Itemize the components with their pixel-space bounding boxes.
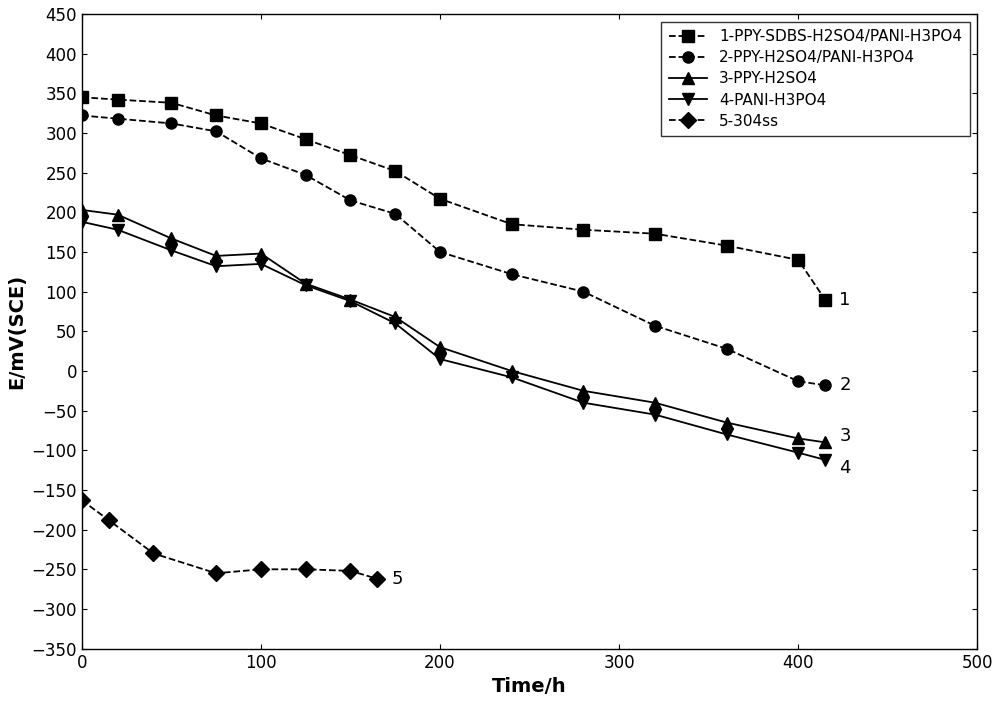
1-PPY-SDBS-H2SO4/PANI-H3PO4: [792, 256, 804, 264]
2-PPY-H2SO4/PANI-H3PO4: [577, 288, 589, 296]
Text: 5: 5: [392, 570, 403, 588]
Line: 5-304ss: 5-304ss: [76, 495, 383, 584]
4-PANI-H3PO4: [434, 355, 446, 363]
2-PPY-H2SO4/PANI-H3PO4: [792, 377, 804, 385]
1-PPY-SDBS-H2SO4/PANI-H3PO4: [434, 195, 446, 203]
4-PANI-H3PO4: [255, 259, 267, 268]
2-PPY-H2SO4/PANI-H3PO4: [300, 171, 312, 179]
3-PPY-H2SO4: [577, 387, 589, 395]
4-PANI-H3PO4: [76, 218, 88, 226]
3-PPY-H2SO4: [721, 418, 733, 427]
1-PPY-SDBS-H2SO4/PANI-H3PO4: [165, 98, 177, 107]
2-PPY-H2SO4/PANI-H3PO4: [165, 120, 177, 128]
1-PPY-SDBS-H2SO4/PANI-H3PO4: [506, 220, 518, 228]
1-PPY-SDBS-H2SO4/PANI-H3PO4: [721, 241, 733, 250]
3-PPY-H2SO4: [344, 295, 356, 304]
1-PPY-SDBS-H2SO4/PANI-H3PO4: [577, 226, 589, 234]
3-PPY-H2SO4: [255, 250, 267, 258]
Text: 2: 2: [839, 376, 851, 394]
3-PPY-H2SO4: [389, 313, 401, 321]
2-PPY-H2SO4/PANI-H3PO4: [112, 115, 124, 123]
1-PPY-SDBS-H2SO4/PANI-H3PO4: [210, 111, 222, 120]
4-PANI-H3PO4: [577, 399, 589, 407]
Text: 1: 1: [839, 290, 851, 309]
4-PANI-H3PO4: [300, 281, 312, 290]
4-PANI-H3PO4: [721, 430, 733, 439]
1-PPY-SDBS-H2SO4/PANI-H3PO4: [389, 167, 401, 175]
Text: 3: 3: [839, 427, 851, 445]
4-PANI-H3PO4: [165, 246, 177, 254]
5-304ss: [147, 549, 159, 557]
3-PPY-H2SO4: [76, 206, 88, 214]
1-PPY-SDBS-H2SO4/PANI-H3PO4: [300, 135, 312, 143]
Line: 1-PPY-SDBS-H2SO4/PANI-H3PO4: 1-PPY-SDBS-H2SO4/PANI-H3PO4: [76, 91, 831, 305]
1-PPY-SDBS-H2SO4/PANI-H3PO4: [112, 96, 124, 104]
5-304ss: [300, 565, 312, 574]
3-PPY-H2SO4: [649, 399, 661, 407]
1-PPY-SDBS-H2SO4/PANI-H3PO4: [344, 151, 356, 160]
2-PPY-H2SO4/PANI-H3PO4: [721, 344, 733, 353]
3-PPY-H2SO4: [165, 234, 177, 243]
5-304ss: [103, 516, 115, 524]
2-PPY-H2SO4/PANI-H3PO4: [344, 196, 356, 205]
3-PPY-H2SO4: [210, 252, 222, 260]
1-PPY-SDBS-H2SO4/PANI-H3PO4: [255, 120, 267, 128]
5-304ss: [210, 569, 222, 577]
5-304ss: [371, 574, 383, 583]
4-PANI-H3PO4: [389, 319, 401, 328]
2-PPY-H2SO4/PANI-H3PO4: [649, 321, 661, 330]
2-PPY-H2SO4/PANI-H3PO4: [389, 209, 401, 218]
1-PPY-SDBS-H2SO4/PANI-H3PO4: [649, 229, 661, 238]
1-PPY-SDBS-H2SO4/PANI-H3PO4: [76, 93, 88, 101]
2-PPY-H2SO4/PANI-H3PO4: [506, 270, 518, 278]
4-PANI-H3PO4: [792, 449, 804, 457]
2-PPY-H2SO4/PANI-H3PO4: [434, 247, 446, 256]
Legend: 1-PPY-SDBS-H2SO4/PANI-H3PO4, 2-PPY-H2SO4/PANI-H3PO4, 3-PPY-H2SO4, 4-PANI-H3PO4, : 1-PPY-SDBS-H2SO4/PANI-H3PO4, 2-PPY-H2SO4…: [661, 22, 970, 136]
3-PPY-H2SO4: [300, 280, 312, 288]
3-PPY-H2SO4: [819, 438, 831, 446]
Text: 4: 4: [839, 459, 851, 477]
4-PANI-H3PO4: [344, 297, 356, 305]
3-PPY-H2SO4: [112, 210, 124, 219]
X-axis label: Time/h: Time/h: [492, 677, 567, 696]
Line: 3-PPY-H2SO4: 3-PPY-H2SO4: [76, 205, 831, 448]
Line: 4-PANI-H3PO4: 4-PANI-H3PO4: [76, 217, 831, 465]
Y-axis label: E/mV(SCE): E/mV(SCE): [7, 273, 26, 389]
4-PANI-H3PO4: [112, 226, 124, 234]
3-PPY-H2SO4: [434, 343, 446, 352]
3-PPY-H2SO4: [506, 367, 518, 375]
2-PPY-H2SO4/PANI-H3PO4: [255, 154, 267, 162]
1-PPY-SDBS-H2SO4/PANI-H3PO4: [819, 295, 831, 304]
4-PANI-H3PO4: [506, 373, 518, 382]
4-PANI-H3PO4: [649, 411, 661, 419]
3-PPY-H2SO4: [792, 434, 804, 443]
2-PPY-H2SO4/PANI-H3PO4: [819, 381, 831, 389]
4-PANI-H3PO4: [210, 262, 222, 271]
5-304ss: [344, 567, 356, 575]
2-PPY-H2SO4/PANI-H3PO4: [210, 127, 222, 136]
4-PANI-H3PO4: [819, 456, 831, 464]
5-304ss: [255, 565, 267, 574]
5-304ss: [76, 496, 88, 505]
2-PPY-H2SO4/PANI-H3PO4: [76, 111, 88, 120]
Line: 2-PPY-H2SO4/PANI-H3PO4: 2-PPY-H2SO4/PANI-H3PO4: [76, 110, 831, 391]
